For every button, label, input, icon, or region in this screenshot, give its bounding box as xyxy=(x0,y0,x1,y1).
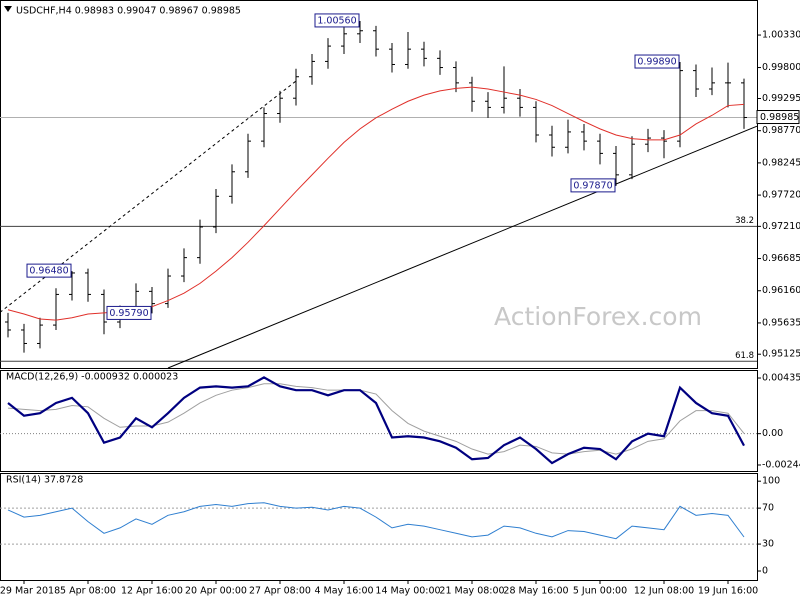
price-annotation-box xyxy=(314,13,360,28)
x-tick-label: 29 Mar 2018 xyxy=(0,586,60,597)
panel-title: RSI(14) 37.8728 xyxy=(6,475,83,486)
y-tick-label: -0.002448 xyxy=(762,459,800,470)
x-tick-label: 20 Apr 00:00 xyxy=(185,586,247,597)
x-tick-label: 4 May 16:00 xyxy=(314,586,373,597)
x-tick-label: 27 Apr 08:00 xyxy=(249,586,311,597)
price-annotation: 0.95790 xyxy=(109,308,148,319)
fib-label: 38.2 xyxy=(735,216,754,226)
y-tick-label: 0.99295 xyxy=(762,93,800,104)
y-tick-label: 0.97720 xyxy=(762,190,800,201)
y-tick-label: 0.004351 xyxy=(762,373,800,384)
fib-label: 61.8 xyxy=(735,351,754,361)
y-tick-label: 0.98245 xyxy=(762,157,800,168)
y-tick-label: 100 xyxy=(762,476,780,487)
y-tick-label: 0 xyxy=(762,566,768,577)
price-annotation: 1.00560 xyxy=(317,15,356,26)
title-icon xyxy=(4,6,12,12)
panel-title: MACD(12,26,9) -0.000932 0.000023 xyxy=(6,372,178,383)
y-tick-label: 0.98770 xyxy=(762,125,800,136)
y-tick-label: 30 xyxy=(762,539,774,550)
price-annotation-box xyxy=(106,305,152,320)
macd-panel-frame xyxy=(0,370,758,472)
last-price-box xyxy=(756,110,800,125)
price-panel-frame xyxy=(0,0,758,369)
panel-title: USDCHF,H4 0.98983 0.99047 0.98967 0.9898… xyxy=(16,6,241,17)
x-tick-label: 28 May 16:00 xyxy=(503,586,568,597)
rsi-line xyxy=(7,502,745,540)
frames xyxy=(0,0,758,581)
y-tick-label: 0.00 xyxy=(762,428,783,439)
y-tick-label: 1.00330 xyxy=(762,30,800,41)
price-annotation-box xyxy=(634,54,680,69)
price-annotation: 0.99890 xyxy=(637,57,676,68)
x-tick-label: 12 Apr 16:00 xyxy=(121,586,183,597)
macd-main xyxy=(7,376,745,465)
y-tick-label: 0.96160 xyxy=(762,285,800,296)
y-tick-label: 0.95125 xyxy=(762,349,800,360)
price-annotation: 0.96480 xyxy=(29,266,68,277)
price-annotation: 0.97870 xyxy=(573,180,612,191)
last-price-label: 0.98985 xyxy=(760,112,799,123)
price-annotation-box xyxy=(26,263,72,278)
y-tick-label: 0.96685 xyxy=(762,253,800,264)
trendline xyxy=(167,125,758,369)
y-tick-label: 0.99800 xyxy=(762,62,800,73)
watermark: ActionForex.com xyxy=(494,302,702,331)
x-tick-label: 12 Jun 08:00 xyxy=(634,586,694,597)
y-tick-label: 0.97210 xyxy=(762,221,800,232)
x-tick-label: 21 May 08:00 xyxy=(439,586,504,597)
rsi-panel-frame xyxy=(0,473,758,581)
y-tick-label: 0.95635 xyxy=(762,317,800,328)
y-tick-label: 70 xyxy=(762,503,774,514)
x-tick-label: 5 Jun 00:00 xyxy=(573,586,627,597)
x-tick-label: 19 Jun 16:00 xyxy=(698,586,758,597)
x-tick-label: 5 Apr 08:00 xyxy=(60,586,116,597)
price-annotation-box xyxy=(570,178,616,193)
x-tick-label: 14 May 00:00 xyxy=(375,586,440,597)
